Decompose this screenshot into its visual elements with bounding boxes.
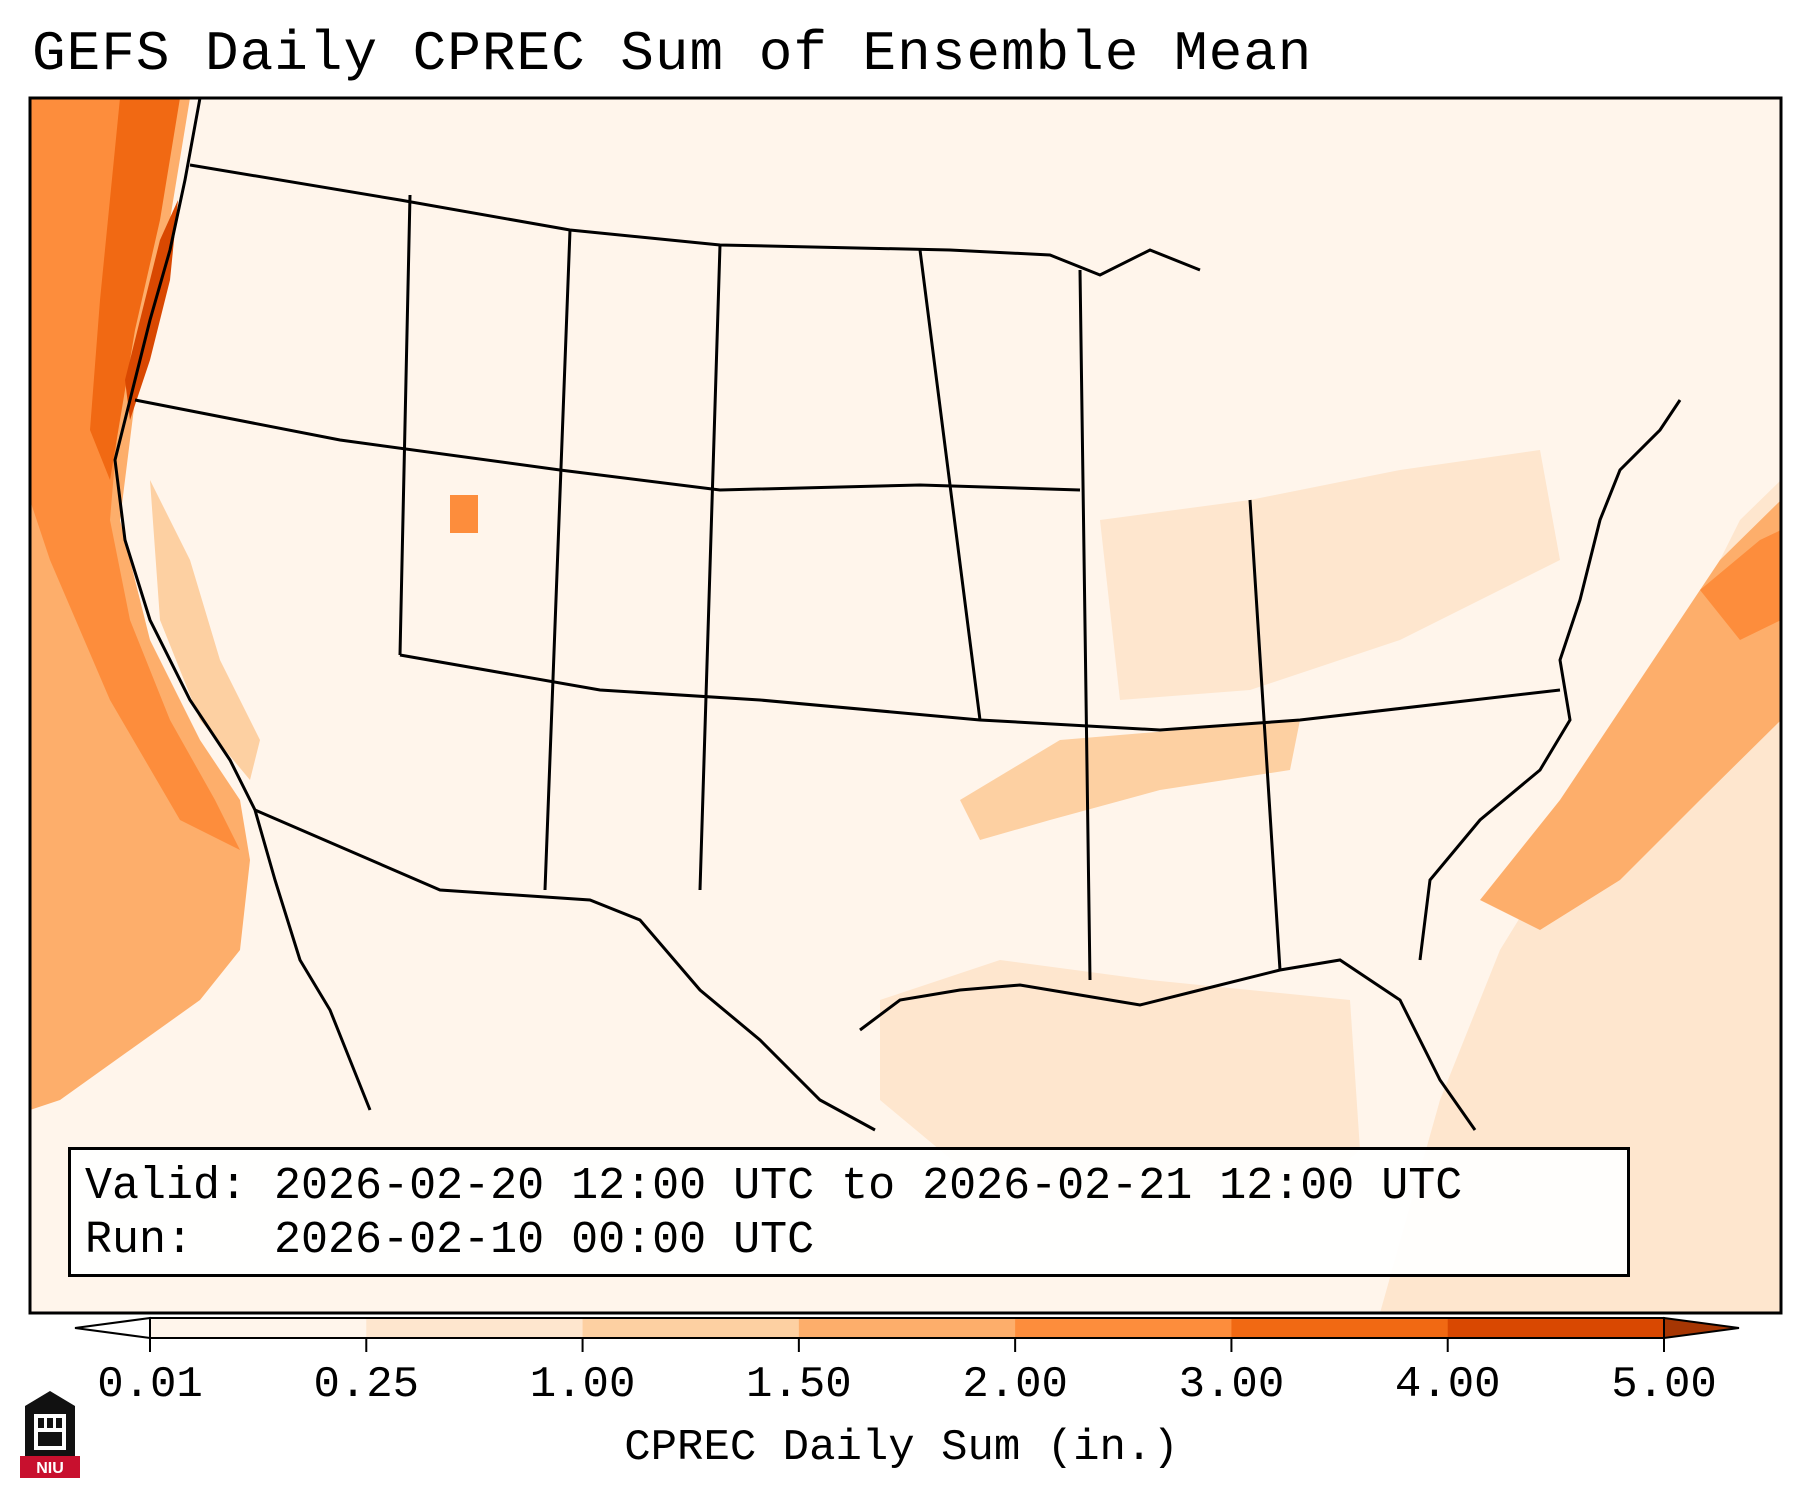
colorbar-tick-label: 1.50 xyxy=(746,1360,852,1410)
colorbar-segment xyxy=(1231,1318,1449,1338)
mexico-border xyxy=(254,808,876,1132)
borders xyxy=(113,98,1682,1132)
colorbar-tick-label: 0.25 xyxy=(313,1360,420,1410)
colorbar-segment xyxy=(150,1318,367,1338)
colorbar-segment xyxy=(366,1318,584,1338)
pacific-precip-mid xyxy=(30,98,240,850)
state-line-3 xyxy=(398,194,1282,981)
colorbar-tick-label: 1.00 xyxy=(529,1360,636,1410)
colorbar-segment xyxy=(1447,1318,1665,1338)
map-frame xyxy=(28,96,1783,1315)
ohio-precip xyxy=(1100,450,1560,700)
colorbar-segment xyxy=(1015,1318,1232,1338)
info-box: Valid: 2026-02-20 12:00 UTC to 2026-02-2… xyxy=(68,1147,1630,1277)
niu-logo-text: NIU xyxy=(36,1460,64,1477)
atlantic-band-core xyxy=(1700,530,1781,640)
colorbar-tick-label: 0.01 xyxy=(97,1360,203,1410)
colorbar-outline xyxy=(149,1317,1665,1339)
niu-building-icon xyxy=(25,1391,75,1458)
valid-label: Valid: xyxy=(85,1161,248,1212)
colorbar xyxy=(74,1316,1740,1352)
colorbar-over-arrow xyxy=(1663,1316,1740,1340)
colorbar-segment xyxy=(798,1318,1016,1338)
colorbar-tick-label: 5.00 xyxy=(1611,1360,1717,1410)
colorbar-tick-label: 3.00 xyxy=(1178,1360,1285,1410)
run-label: Run: xyxy=(85,1215,194,1266)
tn-valley-precip xyxy=(960,720,1300,840)
state-line-1 xyxy=(134,398,1081,492)
colorbar-under-arrow xyxy=(74,1316,151,1340)
gulf-precip xyxy=(880,960,1360,1200)
utah-precip-spot xyxy=(450,495,478,533)
gulf-coast xyxy=(859,958,1477,1131)
map-frame-contents xyxy=(30,98,1781,1313)
run-value: 2026-02-10 00:00 UTC xyxy=(274,1215,815,1266)
map-title: GEFS Daily CPREC Sum of Ensemble Mean xyxy=(32,22,1313,86)
west-coastline xyxy=(113,98,372,1111)
niu-logo: NIU xyxy=(20,1391,80,1478)
valid-value: 2026-02-20 12:00 UTC to 2026-02-21 12:00… xyxy=(274,1161,1463,1212)
colorbar-tick-label: 2.00 xyxy=(962,1360,1068,1410)
atlantic-coast xyxy=(1418,399,1682,961)
colorbar-tick-label: 4.00 xyxy=(1394,1360,1501,1410)
colorbar-title: CPREC Daily Sum (in.) xyxy=(624,1423,1179,1473)
colorbar-segment xyxy=(582,1318,800,1338)
sierra-precip xyxy=(150,480,260,780)
canada-border xyxy=(189,163,1201,277)
atlantic-band-inner xyxy=(1480,500,1781,930)
pacific-precip-core xyxy=(90,98,180,480)
